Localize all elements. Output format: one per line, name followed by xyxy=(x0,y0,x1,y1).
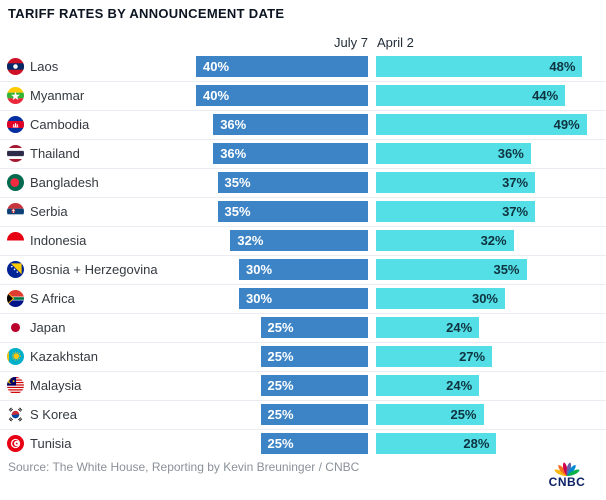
flag-bangladesh xyxy=(7,174,24,191)
flag-south-africa xyxy=(7,290,24,307)
country-label: Tunisia xyxy=(30,436,72,451)
bar-april2: 49% xyxy=(376,114,587,135)
bar-july7: 30% xyxy=(239,259,368,280)
page-title: TARIFF RATES BY ANNOUNCEMENT DATE xyxy=(8,6,285,21)
flag-indonesia xyxy=(7,232,24,249)
cnbc-peacock-icon xyxy=(554,462,580,477)
column-header-april2: April 2 xyxy=(377,35,414,50)
chart-rows: Laos 40% 48% Myanmar 40% 44% Cambodia 36% 49% Tha… xyxy=(0,53,606,458)
country-label: S Korea xyxy=(30,407,77,422)
bar-july7: 25% xyxy=(260,375,368,396)
chart-row: S Africa 30% 30% xyxy=(0,284,606,313)
chart-row: Serbia 35% 37% xyxy=(0,197,606,226)
bar-april2: 36% xyxy=(376,143,531,164)
country-label: Myanmar xyxy=(30,88,85,103)
country-label: Indonesia xyxy=(30,233,87,248)
chart-row: Thailand 36% 36% xyxy=(0,139,606,168)
flag-myanmar xyxy=(7,87,24,104)
bar-july7: 25% xyxy=(260,317,368,338)
bar-april2: 37% xyxy=(376,201,536,222)
bar-april2: 30% xyxy=(376,288,505,309)
flag-japan xyxy=(7,319,24,336)
bar-july7: 40% xyxy=(196,56,368,77)
chart-row: Bosnia + Herzegovina 30% 35% xyxy=(0,255,606,284)
bar-april2: 32% xyxy=(376,230,514,251)
bar-july7: 32% xyxy=(230,230,368,251)
bar-april2: 48% xyxy=(376,56,583,77)
cnbc-logo: CNBC xyxy=(542,451,592,489)
chart-row: S Korea 25% 25% xyxy=(0,400,606,429)
bar-july7: 30% xyxy=(239,288,368,309)
country-label: Japan xyxy=(30,320,66,335)
bar-july7: 36% xyxy=(213,114,368,135)
bar-july7: 36% xyxy=(213,143,368,164)
bar-april2: 24% xyxy=(376,317,480,338)
flag-bosnia-herzegovina xyxy=(7,261,24,278)
chart-row: Japan 25% 24% xyxy=(0,313,606,342)
chart-row: Kazakhstan 25% 27% xyxy=(0,342,606,371)
bar-april2: 28% xyxy=(376,433,497,454)
country-label: Cambodia xyxy=(30,117,90,132)
bar-july7: 35% xyxy=(217,172,368,193)
bar-april2: 35% xyxy=(376,259,527,280)
country-label: S Africa xyxy=(30,291,75,306)
chart-row: Malaysia 25% 24% xyxy=(0,371,606,400)
flag-tunisia xyxy=(7,435,24,452)
flag-serbia xyxy=(7,203,24,220)
chart-row: Tunisia 25% 28% xyxy=(0,429,606,458)
source-note: Source: The White House, Reporting by Ke… xyxy=(8,460,360,474)
bar-july7: 25% xyxy=(260,346,368,367)
bar-april2: 44% xyxy=(376,85,566,106)
bar-april2: 27% xyxy=(376,346,493,367)
bar-july7: 25% xyxy=(260,404,368,425)
bar-july7: 35% xyxy=(217,201,368,222)
chart-row: Cambodia 36% 49% xyxy=(0,110,606,139)
chart-row: Myanmar 40% 44% xyxy=(0,81,606,110)
flag-laos xyxy=(7,58,24,75)
chart-row: Bangladesh 35% 37% xyxy=(0,168,606,197)
country-label: Thailand xyxy=(30,146,80,161)
country-label: Bosnia + Herzegovina xyxy=(30,262,158,277)
flag-cambodia xyxy=(7,116,24,133)
cnbc-wordmark: CNBC xyxy=(548,475,586,489)
country-label: Serbia xyxy=(30,204,68,219)
bar-april2: 24% xyxy=(376,375,480,396)
bar-april2: 37% xyxy=(376,172,536,193)
chart-row: Indonesia 32% 32% xyxy=(0,226,606,255)
column-header-july7: July 7 xyxy=(334,35,368,50)
country-label: Laos xyxy=(30,59,59,74)
flag-malaysia xyxy=(7,377,24,394)
flag-thailand xyxy=(7,145,24,162)
flag-south-korea xyxy=(7,406,24,423)
bar-july7: 25% xyxy=(260,433,368,454)
country-label: Bangladesh xyxy=(30,175,99,190)
bar-july7: 40% xyxy=(196,85,368,106)
chart-row: Laos 40% 48% xyxy=(0,53,606,81)
flag-kazakhstan xyxy=(7,348,24,365)
country-label: Kazakhstan xyxy=(30,349,98,364)
country-label: Malaysia xyxy=(30,378,82,393)
bar-april2: 25% xyxy=(376,404,484,425)
